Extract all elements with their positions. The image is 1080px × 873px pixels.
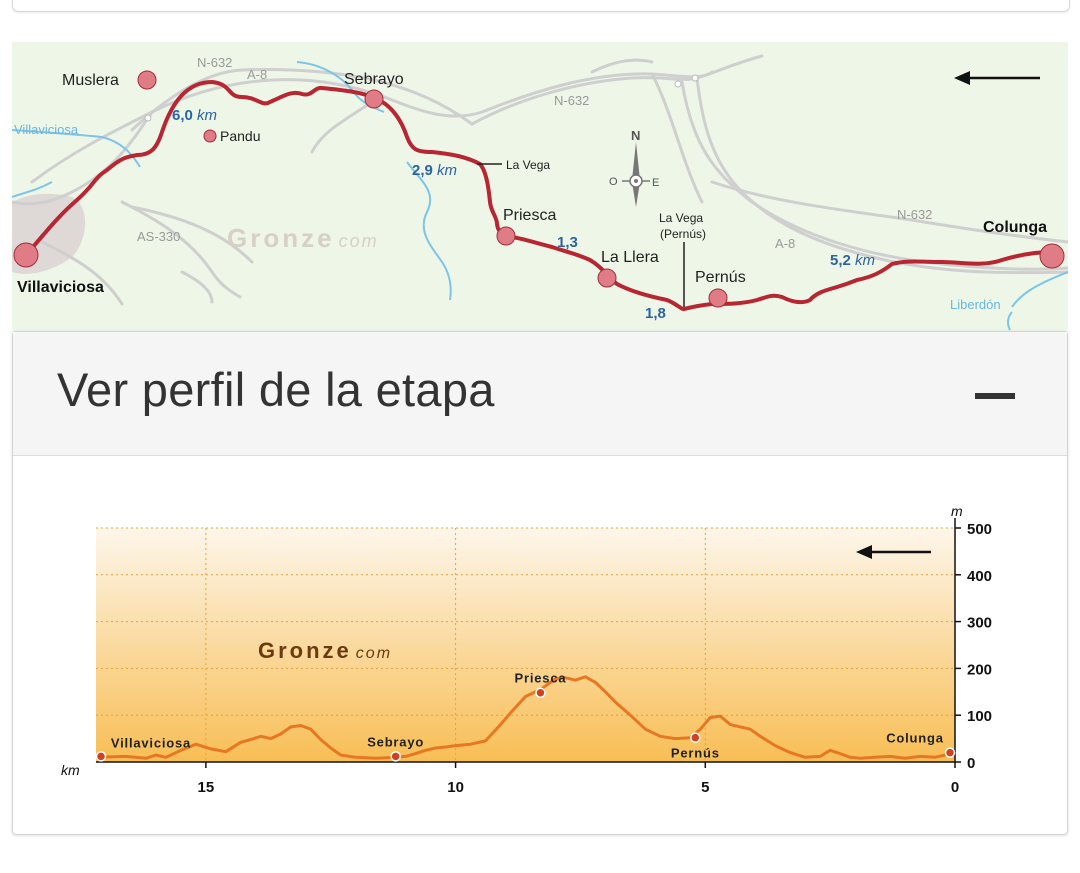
collapse-button[interactable] [972,384,1018,408]
route-map: Muslera Sebrayo Pandu Villaviciosa Pries… [12,42,1068,332]
waypoint-markers: Villaviciosa Sebrayo Priesca Pernús Colunga [95,671,956,762]
waypoint-sebrayo-dot[interactable] [364,89,384,109]
label-villaviciosa: Villaviciosa [17,279,104,296]
label-colunga: Colunga [983,219,1047,236]
compass-icon: N O E [609,128,659,207]
waypoint-marker [944,747,956,758]
svg-text:E: E [652,177,659,189]
waypoint-marker [390,751,401,762]
minus-icon [975,393,1015,399]
waypoint-la-llera-dot[interactable] [597,268,617,288]
y-tick-label: 0 [967,755,975,772]
waypoint-pernus-dot[interactable] [708,288,728,308]
axes: 500 400 300 200 100 0 15 10 5 0 m km [61,503,992,796]
route-map-svg: Muslera Sebrayo Pandu Villaviciosa Pries… [12,42,1068,332]
junction-dot [144,114,152,122]
waypoint-marker [535,687,546,698]
distance-label: 2,9 km [412,162,457,179]
road-label-a8: A-8 [247,67,267,82]
x-tick-label: 5 [701,779,709,796]
elevation-profile: Gronze com 500 400 300 200 100 0 15 10 5 0 m km Vill… [13,455,1067,833]
y-axis-label: m [951,503,963,519]
y-tick-label: 200 [967,661,992,678]
waypoint-marker [690,732,701,743]
waypoint-label: Villaviciosa [111,735,191,750]
callout-la-vega-pernus: La Vega [659,211,703,225]
distance-label: 1,8 [645,305,666,322]
direction-arrow-icon [856,545,931,559]
waypoint-label: Colunga [886,731,944,746]
waypoint-pandu-dot[interactable] [203,129,217,143]
elevation-chart: Gronze com 500 400 300 200 100 0 15 10 5 0 m km Vill… [61,503,992,796]
road-labels: N-632 A-8 N-632 AS-330 N-632 A-8 [137,55,932,251]
road-label-n632: N-632 [197,55,232,70]
profile-panel-header[interactable]: Ver perfil de la etapa [13,332,1067,456]
label-sebrayo: Sebrayo [344,71,404,88]
distance-labels: 6,0 km 2,9 km 1,3 1,8 5,2 km [172,107,875,322]
place-labels: Muslera Sebrayo Pandu Villaviciosa Pries… [17,71,1047,296]
waypoint-priesca-dot[interactable] [496,226,516,246]
plot-background [96,528,955,762]
x-tick-label: 10 [447,779,464,796]
y-tick-label: 400 [967,568,992,585]
callout-la-vega: La Vega [506,158,550,172]
x-tick-label: 0 [951,779,959,796]
road-label-as330: AS-330 [137,229,180,244]
junction-dot [691,74,699,82]
map-background [12,42,1068,332]
distance-label: 6,0 km [172,107,217,124]
distance-label: 1,3 [557,234,578,251]
waypoint-label: Sebrayo [367,734,424,749]
river-label-villaviciosa: Villaviciosa [14,122,79,137]
label-muslera: Muslera [62,72,119,89]
svg-text:O: O [609,176,618,188]
waypoint-marker [95,751,107,762]
label-pandu: Pandu [220,128,260,144]
road-label-n632: N-632 [897,207,932,222]
waypoint-markers [13,70,1065,308]
y-tick-label: 300 [967,615,992,632]
road-label-n632: N-632 [554,93,589,108]
distance-label: 5,2 km [830,252,875,269]
label-la-llera: La Llera [601,249,659,266]
map-watermark: Gronze com [227,223,379,253]
x-axis-label: km [61,762,80,778]
label-priesca: Priesca [503,207,556,224]
waypoint-colunga-dot[interactable] [1039,243,1065,269]
y-tick-label: 100 [967,708,992,725]
junction-dot [674,80,682,88]
x-tick-label: 15 [198,779,215,796]
panel-title: Ver perfil de la etapa [57,363,495,416]
label-pernus: Pernús [695,269,746,286]
road-label-a8: A-8 [775,236,795,251]
chart-watermark: Gronze com [258,638,392,663]
svg-text:N: N [631,128,640,143]
direction-arrow-icon [954,71,1040,85]
callout-la-vega-pernus-sub: (Pernús) [660,227,706,241]
waypoint-label: Priesca [515,671,567,686]
grid [96,527,955,762]
profile-panel: Ver perfil de la etapa Gronze com 500 400 3… [12,331,1068,835]
waypoint-villaviciosa-dot[interactable] [13,242,39,268]
callout-labels: La Vega La Vega (Pernús) [506,158,706,241]
river-label-liberdon: Liberdón [950,297,1001,312]
waypoint-muslera-dot[interactable] [137,70,157,90]
previous-card [12,0,1070,12]
y-tick-label: 500 [967,521,992,538]
waypoint-label: Pernús [671,746,720,761]
